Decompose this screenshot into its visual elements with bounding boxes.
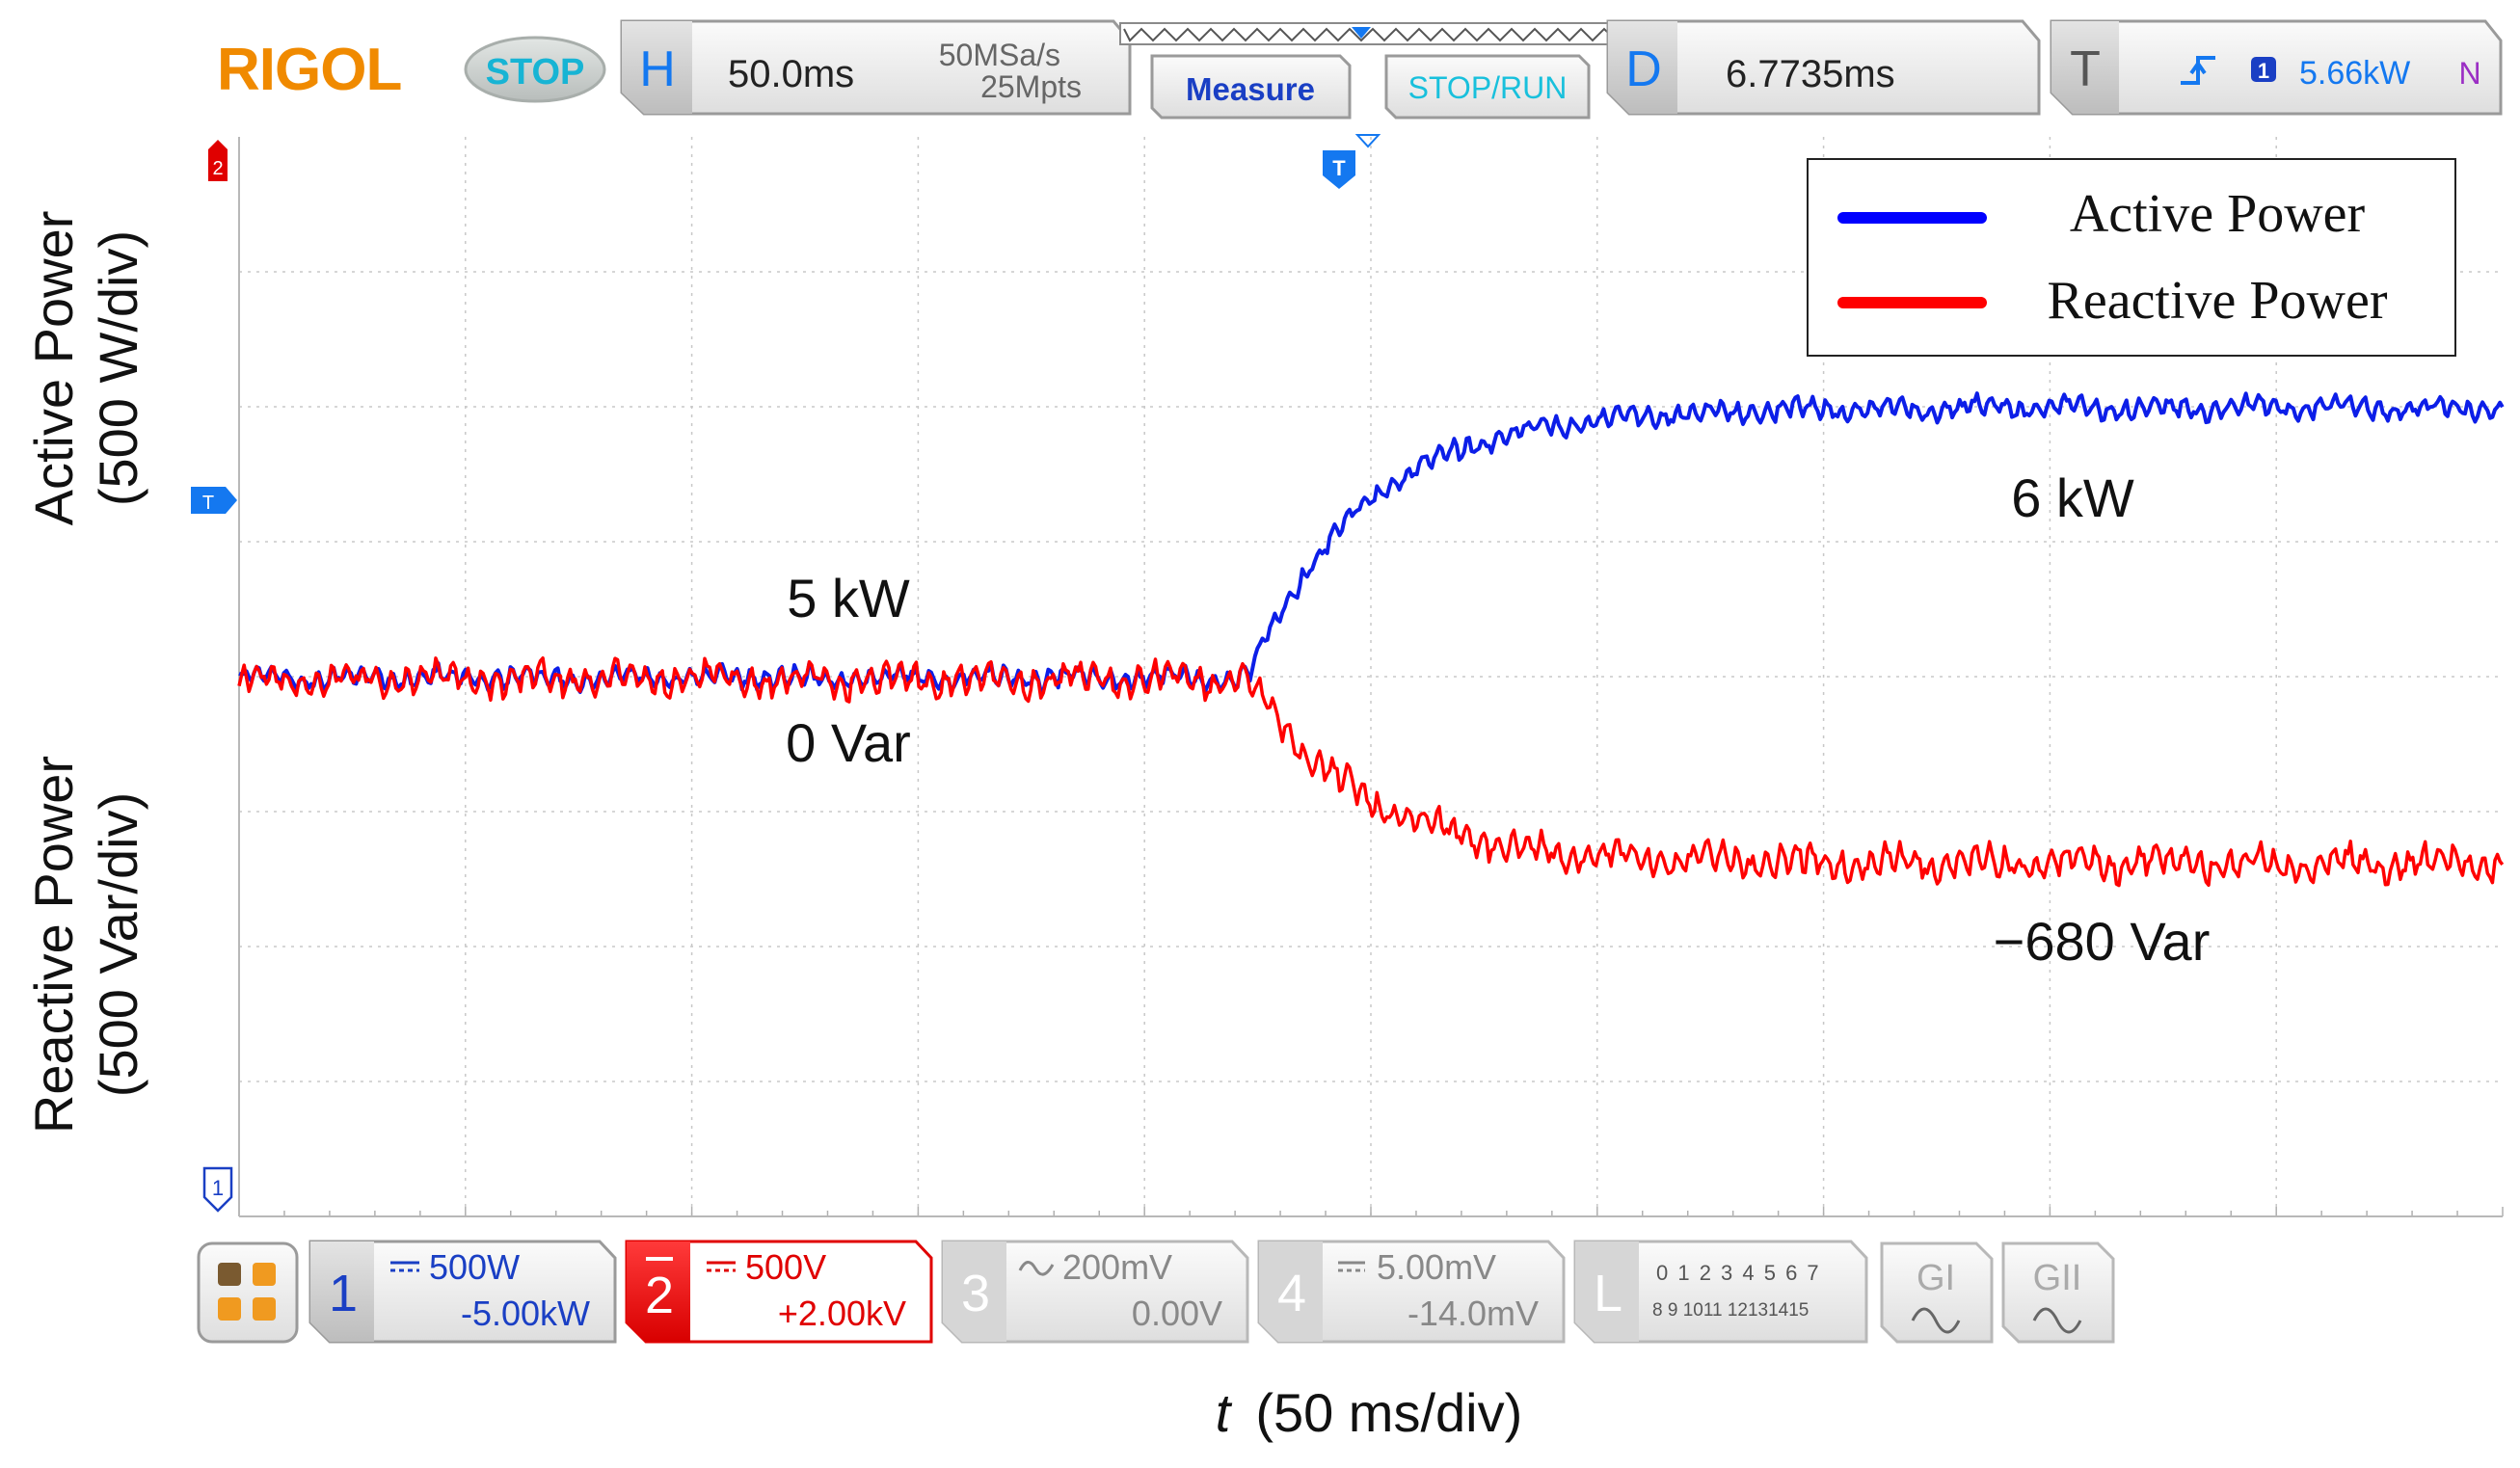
time-axis-unit: (50 ms/div) bbox=[1255, 1382, 1522, 1443]
measure-button[interactable]: Measure bbox=[1150, 54, 1352, 120]
trigger-source-badge bbox=[2251, 57, 2276, 82]
logic-channels-low: 0 1 2 3 4 5 6 7 bbox=[1656, 1261, 1821, 1285]
trigger-level: 5.66kW bbox=[2299, 55, 2410, 92]
memory-depth: 25Mpts bbox=[980, 69, 1082, 104]
trigger-position-marker[interactable]: T bbox=[1323, 134, 1381, 189]
channel2-scale: 500V bbox=[745, 1247, 826, 1287]
sine-wave-icon bbox=[1911, 1307, 1961, 1334]
generator1-label: GI bbox=[1917, 1258, 1955, 1298]
memory-overview[interactable] bbox=[1119, 22, 1622, 45]
rigol-logo: RIGOL bbox=[217, 37, 401, 103]
delay-value: 6.7735ms bbox=[1726, 53, 1895, 95]
dc-coupling-icon bbox=[1338, 1261, 1365, 1272]
generator1-button[interactable]: GI bbox=[1880, 1241, 1994, 1344]
trigger-level-marker-label: T bbox=[202, 493, 214, 514]
logic-panel[interactable]: L 0 1 2 3 4 5 6 7 8 9 1011 12131415 bbox=[1573, 1240, 1868, 1344]
time-axis-label: t (50 ms/div) bbox=[1216, 1382, 1523, 1443]
channel2-marker-label: 2 bbox=[212, 158, 223, 179]
stop-run-button[interactable]: STOP/RUN bbox=[1384, 54, 1591, 120]
channel3-number: 3 bbox=[961, 1265, 990, 1322]
channel4-scale: 5.00mV bbox=[1377, 1247, 1496, 1287]
legend-active-label: Active Power bbox=[2070, 184, 2366, 244]
annotation-active-before: 5 kW bbox=[787, 568, 910, 628]
timebase-letter: H bbox=[639, 41, 676, 97]
rising-edge-icon bbox=[2181, 56, 2215, 85]
channel2-number: 2 bbox=[645, 1267, 674, 1324]
dc-coupling-icon bbox=[390, 1261, 419, 1272]
channel3-offset: 0.00V bbox=[1132, 1294, 1222, 1333]
generator2-label: GII bbox=[2033, 1258, 2082, 1298]
channel4-panel[interactable]: 4 5.00mV -14.0mV bbox=[1257, 1240, 1566, 1344]
trigger-source: 1 bbox=[2258, 59, 2269, 83]
active-axis-scale: (500 W/div) bbox=[88, 230, 148, 506]
logic-letter: L bbox=[1594, 1265, 1622, 1322]
annotation-reactive-after: −680 Var bbox=[1994, 911, 2211, 972]
generator2-button[interactable]: GII bbox=[2001, 1241, 2115, 1344]
legend-reactive-label: Reactive Power bbox=[2048, 271, 2388, 331]
run-status-text: STOP bbox=[486, 52, 585, 93]
timebase-scale: 50.0ms bbox=[728, 53, 854, 95]
channel1-number: 1 bbox=[329, 1265, 358, 1322]
channel3-scale: 200mV bbox=[1062, 1247, 1172, 1287]
dc-coupling-icon bbox=[707, 1261, 736, 1272]
trigger-position-marker-label: T bbox=[1332, 156, 1346, 180]
waveform-area bbox=[237, 391, 2505, 888]
legend: Active Power Reactive Power bbox=[1807, 158, 2456, 357]
logic-channels-high: 8 9 1011 12131415 bbox=[1652, 1300, 1809, 1321]
stop-run-label: STOP/RUN bbox=[1408, 70, 1568, 105]
channel1-panel[interactable]: 1 500W -5.00kW bbox=[308, 1240, 617, 1344]
ac-coupling-icon bbox=[1018, 1261, 1055, 1276]
active-axis-title: Active Power bbox=[23, 211, 84, 526]
reactive-axis-scale: (500 Var/div) bbox=[88, 792, 148, 1097]
run-status-badge[interactable]: STOP bbox=[464, 36, 606, 103]
delay-letter: D bbox=[1625, 41, 1662, 97]
reactive-power-trace bbox=[237, 655, 2505, 888]
delay-panel[interactable]: D 6.7735ms bbox=[1606, 19, 2041, 116]
annotation-reactive-before: 0 Var bbox=[786, 712, 911, 773]
channel4-number: 4 bbox=[1277, 1265, 1306, 1322]
time-axis-variable: t bbox=[1216, 1382, 1233, 1443]
grid-menu-icon[interactable] bbox=[197, 1241, 299, 1344]
channel1-offset: -5.00kW bbox=[461, 1294, 590, 1333]
timebase-panel[interactable]: H 50.0ms 50MSa/s 25Mpts bbox=[620, 19, 1132, 116]
channel4-offset: -14.0mV bbox=[1407, 1294, 1539, 1333]
sine-wave-icon bbox=[2032, 1307, 2082, 1334]
channel1-marker-label: 1 bbox=[212, 1176, 224, 1200]
channel1-scale: 500W bbox=[429, 1247, 520, 1287]
annotation-active-after: 6 kW bbox=[2011, 467, 2134, 528]
trigger-letter: T bbox=[2070, 41, 2101, 97]
active-power-trace bbox=[238, 391, 2505, 694]
channel2-offset: +2.00kV bbox=[778, 1294, 906, 1333]
channel2-marker[interactable]: 2 bbox=[208, 140, 228, 181]
trigger-mode: N bbox=[2458, 56, 2480, 91]
measure-label: Measure bbox=[1186, 71, 1315, 107]
reactive-axis-title: Reactive Power bbox=[23, 756, 84, 1134]
sample-rate: 50MSa/s bbox=[939, 38, 1060, 72]
channel1-marker[interactable]: 1 bbox=[202, 1166, 233, 1213]
trigger-level-marker[interactable]: T bbox=[191, 487, 237, 514]
trigger-panel[interactable]: T 1 5.66kW N bbox=[2050, 19, 2503, 116]
channel3-panel[interactable]: 3 200mV 0.00V bbox=[941, 1240, 1249, 1344]
channel2-panel[interactable]: 2 500V +2.00kV bbox=[625, 1240, 933, 1344]
